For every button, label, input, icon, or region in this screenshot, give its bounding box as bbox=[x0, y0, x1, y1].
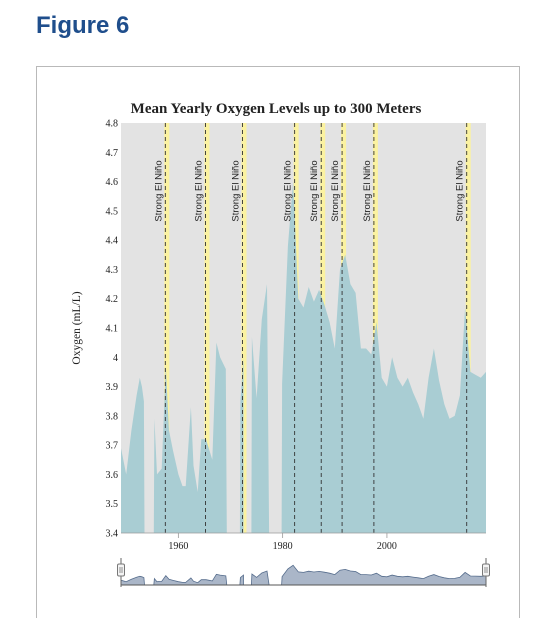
el-nino-lines bbox=[164, 123, 468, 533]
handle-grip bbox=[482, 563, 490, 577]
el-nino-label: Strong El Niño bbox=[153, 160, 164, 221]
el-nino-band bbox=[204, 123, 210, 533]
navigator-area bbox=[120, 575, 145, 586]
handle-grip bbox=[117, 563, 125, 577]
el-nino-label: Strong El Niño bbox=[283, 160, 294, 221]
el-nino-label: Strong El Niño bbox=[455, 160, 466, 221]
el-nino-band bbox=[241, 123, 247, 533]
y-tick-label: 3.5 bbox=[106, 499, 119, 510]
el-nino-band bbox=[372, 123, 378, 533]
figure-title: Figure 6 bbox=[36, 12, 130, 39]
oxygen-area-segment bbox=[121, 377, 145, 533]
x-tick-label: 2000 bbox=[377, 541, 397, 552]
y-axis-label: Oxygen (mL/L) bbox=[71, 291, 83, 364]
el-nino-band bbox=[465, 123, 471, 533]
y-tick-label: 4.5 bbox=[106, 206, 119, 217]
x-tick-label: 1980 bbox=[273, 541, 293, 552]
y-tick-label: 4 bbox=[113, 353, 118, 364]
y-tick-label: 4.1 bbox=[106, 324, 119, 335]
x-axis: 1960 1980 2000 bbox=[121, 532, 486, 552]
y-tick-label: 3.8 bbox=[106, 411, 119, 422]
y-tick-label: 4.8 bbox=[106, 119, 119, 130]
y-tick-label: 3.9 bbox=[106, 382, 119, 393]
el-nino-labels: Strong El Niño Strong El Niño Strong El Ni… bbox=[153, 160, 465, 221]
el-nino-label: Strong El Niño bbox=[309, 160, 320, 221]
y-tick-label: 3.4 bbox=[106, 529, 119, 540]
navigator-right-handle[interactable] bbox=[482, 558, 490, 587]
el-nino-band bbox=[164, 123, 170, 533]
chart-panel bbox=[36, 66, 520, 618]
oxygen-area-segment bbox=[281, 181, 486, 533]
el-nino-label: Strong El Niño bbox=[362, 160, 373, 221]
y-axis: 3.4 3.5 3.6 3.7 3.8 3.9 4 4.1 4.2 4.3 4.4 4.5 4.6 4.7… bbox=[106, 119, 119, 540]
el-nino-label: Strong El Niño bbox=[193, 160, 204, 221]
chart-title: Mean Yearly Oxygen Levels up to 300 Mete… bbox=[131, 101, 422, 117]
y-tick-label: 4.7 bbox=[106, 148, 119, 159]
navigator-area bbox=[281, 564, 487, 586]
y-tick-label: 4.4 bbox=[106, 236, 119, 247]
y-tick-label: 4.3 bbox=[106, 265, 119, 276]
range-navigator[interactable] bbox=[117, 558, 490, 587]
y-tick-label: 3.6 bbox=[106, 470, 119, 481]
el-nino-label: Strong El Niño bbox=[230, 160, 241, 221]
navigator-area bbox=[250, 570, 270, 586]
navigator-area bbox=[153, 573, 228, 586]
x-tick-label: 1960 bbox=[168, 541, 188, 552]
oxygen-area-segment bbox=[153, 342, 227, 533]
navigator-left-handle[interactable] bbox=[117, 558, 125, 587]
el-nino-label: Strong El Niño bbox=[330, 160, 341, 221]
y-tick-label: 4.2 bbox=[106, 294, 119, 305]
y-tick-label: 3.7 bbox=[106, 441, 119, 452]
navigator-area bbox=[239, 574, 244, 586]
oxygen-area-segment bbox=[251, 284, 270, 533]
y-tick-label: 4.6 bbox=[106, 177, 119, 188]
